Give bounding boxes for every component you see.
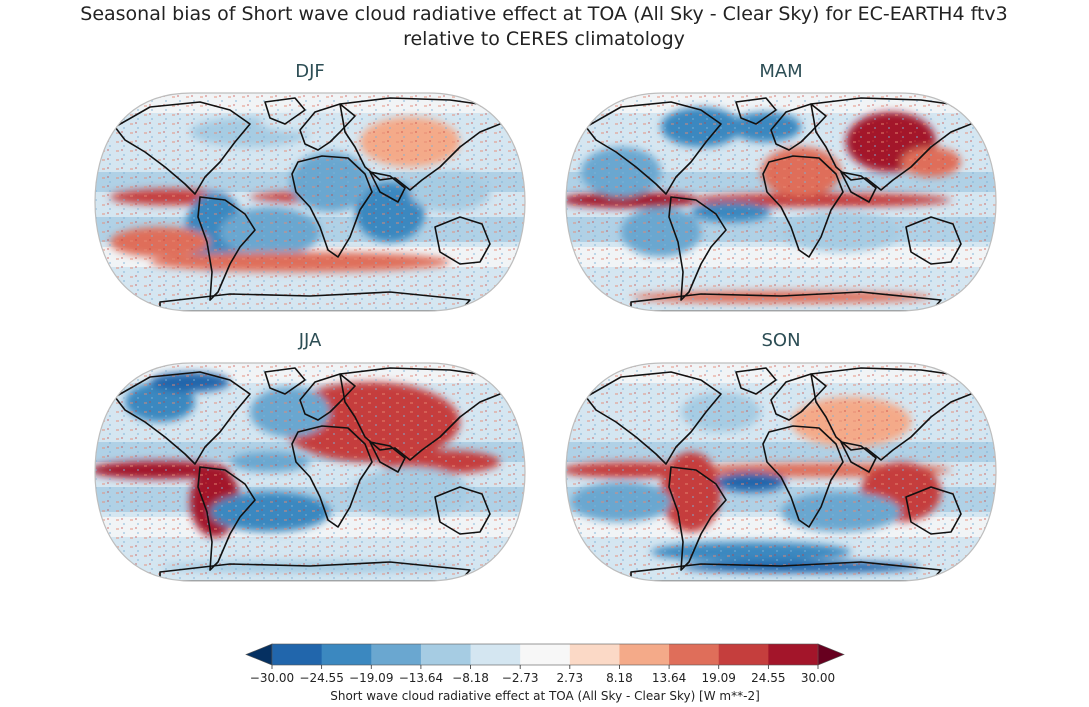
colorbar-extend-max	[817, 643, 845, 666]
coast-greenland	[264, 97, 306, 125]
panel-title-son: SON	[761, 330, 800, 351]
map-frame	[565, 92, 997, 312]
colorbar-segment-0	[272, 644, 323, 665]
coast-north-america	[585, 371, 722, 465]
panel-mam: MAM	[565, 61, 997, 312]
coast-antarctica	[159, 291, 471, 311]
colorbar-tick-label-7: 8.18	[606, 671, 633, 685]
colorbar-segment-3	[420, 644, 472, 665]
panel-title-djf: DJF	[295, 61, 325, 82]
coast-greenland	[735, 97, 777, 125]
colorbar-tick-label-11: 30.00	[801, 671, 835, 685]
coast-greenland	[264, 367, 306, 395]
coast-north-america	[585, 101, 722, 195]
coast-europe	[299, 373, 356, 421]
map-frame	[94, 92, 526, 312]
colorbar-tick-label-2: −19.09	[349, 671, 393, 685]
bias-field-son	[566, 363, 996, 581]
panel-djf: DJF	[94, 61, 526, 312]
field-texture	[95, 363, 525, 581]
colorbar-extend-min	[245, 643, 273, 666]
coast-arabia-india	[840, 171, 877, 203]
colorbar-segment-10	[768, 644, 819, 665]
coast-arabia-india	[369, 171, 406, 203]
panel-jja: JJA	[94, 330, 526, 582]
coast-south-america	[197, 466, 256, 571]
coast-australia	[434, 216, 491, 265]
coast-australia	[905, 486, 962, 535]
coast-australia	[905, 216, 962, 265]
panel-title-jja: JJA	[298, 330, 322, 351]
map-panels: DJF MAM JJA SON	[94, 61, 997, 582]
map-frame	[565, 362, 997, 582]
colorbar-tick-label-6: 2.73	[556, 671, 583, 685]
colorbar-tick-label-8: 13.64	[652, 671, 686, 685]
colorbar-tick-label-0: −30.00	[250, 671, 294, 685]
colorbar-segment-6	[569, 644, 620, 665]
coast-africa	[762, 425, 844, 528]
colorbar-segment-1	[321, 644, 372, 665]
colorbar-segment-8	[669, 644, 720, 665]
colorbar-segment-9	[718, 644, 769, 665]
coast-antarctica	[630, 291, 942, 311]
coast-antarctica	[630, 561, 942, 581]
colorbar-tick-label-10: 24.55	[751, 671, 785, 685]
field-texture	[566, 363, 996, 581]
colorbar-tick-label-1: −24.55	[299, 671, 343, 685]
colorbar: −30.00 −24.55 −19.09 −13.64 −8.18 −2.73 2.73 8.…	[245, 643, 845, 703]
colorbar-segment-7	[619, 644, 670, 665]
colorbar-segment-4	[470, 644, 521, 665]
coastlines	[585, 97, 977, 311]
panel-son: SON	[565, 330, 997, 582]
coast-arabia-india	[840, 441, 877, 473]
coast-africa	[762, 155, 844, 258]
coast-africa	[291, 155, 373, 258]
coast-australia	[434, 486, 491, 535]
colorbar-segment-2	[371, 644, 422, 665]
panel-title-mam: MAM	[759, 61, 802, 82]
colorbar-tick-label-9: 19.09	[702, 671, 736, 685]
coast-north-america	[114, 371, 251, 465]
bias-field-djf	[95, 93, 525, 311]
bias-field-jja	[95, 363, 525, 581]
field-texture	[566, 93, 996, 311]
coast-antarctica	[159, 561, 471, 581]
colorbar-tick-label-5: −2.73	[502, 671, 539, 685]
colorbar-tick-label-3: −13.64	[399, 671, 443, 685]
figure-title-line2: relative to CERES climatology	[403, 28, 685, 50]
figure-title-line1: Seasonal bias of Short wave cloud radiat…	[80, 3, 1007, 25]
field-texture	[95, 93, 525, 311]
colorbar-tick-label-4: −8.18	[452, 671, 489, 685]
coast-africa	[291, 425, 373, 528]
coast-europe	[770, 103, 827, 151]
coastlines	[585, 367, 977, 581]
coast-south-america	[668, 196, 727, 301]
coast-arabia-india	[369, 441, 406, 473]
coast-south-america	[668, 466, 727, 571]
colorbar-label: Short wave cloud radiative effect at TOA…	[330, 689, 760, 703]
coast-south-america	[197, 196, 256, 301]
coast-greenland	[735, 367, 777, 395]
colorbar-frame	[271, 643, 819, 666]
colorbar-segment-5	[520, 644, 571, 665]
coast-europe	[770, 373, 827, 421]
coast-north-america	[114, 101, 251, 195]
bias-field-mam	[566, 93, 996, 311]
coast-europe	[299, 103, 356, 151]
map-frame	[94, 362, 526, 582]
